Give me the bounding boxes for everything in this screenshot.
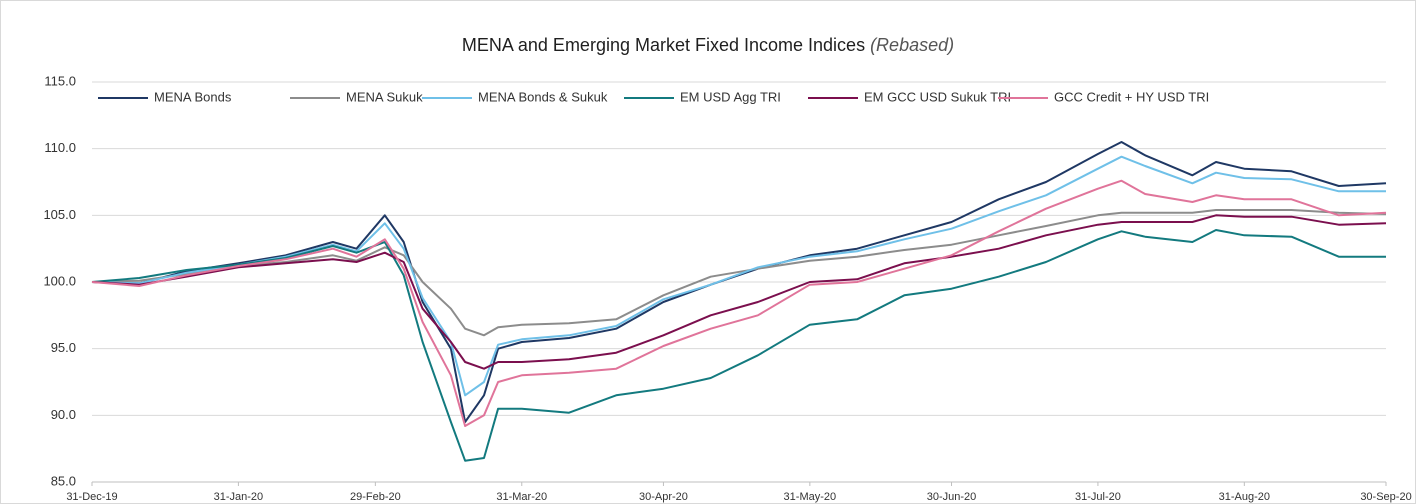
chart-subtitle: (Rebased) — [870, 35, 954, 55]
x-tick-label: 31-Jul-20 — [1075, 491, 1121, 503]
y-tick-label: 105.0 — [43, 207, 76, 222]
y-tick-label: 110.0 — [44, 140, 76, 155]
x-tick-label: 30-Sep-20 — [1360, 491, 1411, 503]
legend-label: MENA Bonds — [154, 89, 232, 104]
x-tick-label: 30-Apr-20 — [639, 491, 688, 503]
series-line — [91, 179, 1387, 427]
legend-label: MENA Sukuk — [346, 89, 423, 104]
legend-label: EM USD Agg TRI — [680, 89, 781, 104]
series-line — [91, 155, 1386, 397]
series-line — [91, 141, 1387, 423]
chart-title: MENA and Emerging Market Fixed Income In… — [462, 35, 865, 55]
x-tick-label: 31-Aug-20 — [1219, 491, 1270, 503]
series-line — [91, 209, 1387, 337]
y-tick-label: 95.0 — [51, 340, 76, 355]
y-tick-label: 85.0 — [51, 473, 76, 488]
x-tick-label: 29-Feb-20 — [350, 491, 401, 503]
legend-label: GCC Credit + HY USD TRI — [1054, 89, 1209, 104]
series-line — [91, 214, 1387, 370]
x-tick-label: 31-Jan-20 — [214, 491, 264, 503]
y-tick-label: 100.0 — [43, 273, 76, 288]
y-tick-label: 115.0 — [44, 73, 76, 88]
x-tick-label: 31-Mar-20 — [496, 491, 547, 503]
legend-label: MENA Bonds & Sukuk — [478, 89, 608, 104]
y-tick-label: 90.0 — [51, 407, 76, 422]
x-tick-label: 31-May-20 — [784, 491, 837, 503]
legend-label: EM GCC USD Sukuk TRI — [864, 89, 1011, 104]
x-tick-label: 30-Jun-20 — [927, 491, 977, 503]
chart-title-group: MENA and Emerging Market Fixed Income In… — [462, 35, 954, 55]
x-tick-label: 31-Dec-19 — [66, 491, 117, 503]
series-line — [91, 229, 1386, 462]
